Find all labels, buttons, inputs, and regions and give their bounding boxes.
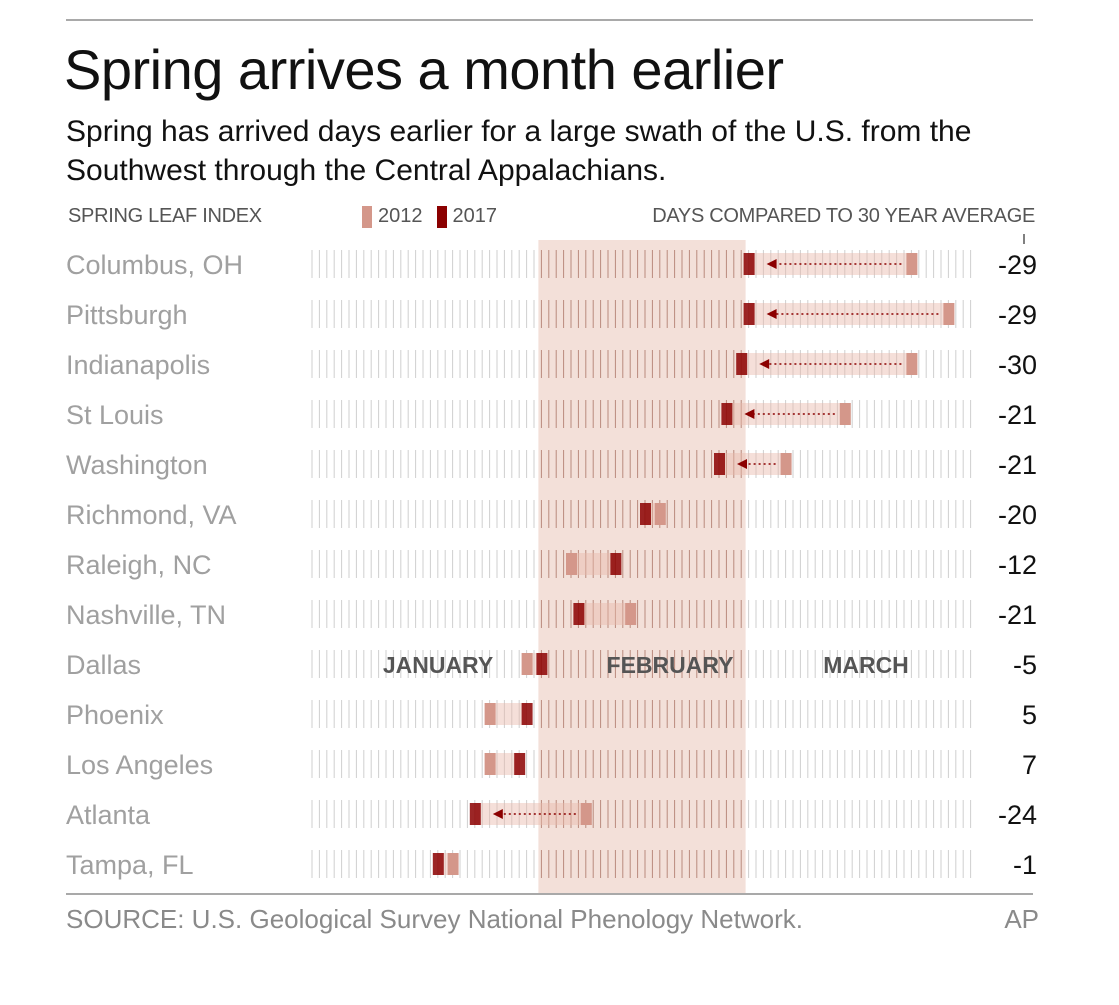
row-anomaly-value: -1	[1013, 850, 1037, 880]
marker-2017	[573, 603, 585, 625]
row-anomaly-value: 7	[1022, 750, 1037, 780]
timeline-row: Columbus, OH -29	[66, 250, 1037, 280]
marker-2017	[736, 353, 748, 375]
marker-2017	[721, 403, 733, 425]
row-city-label: Washington	[66, 450, 208, 480]
timeline-row: St Louis -21	[66, 400, 1037, 430]
timeline-row: Richmond, VA -20	[66, 500, 1037, 530]
row-city-label: Columbus, OH	[66, 250, 243, 280]
row-anomaly-value: -24	[998, 800, 1037, 830]
bottom-rule	[66, 893, 1033, 895]
marker-2017	[640, 503, 651, 525]
row-anomaly-value: -5	[1013, 650, 1037, 680]
row-city-label: Raleigh, NC	[66, 550, 212, 580]
timeline-row: Los Angeles 7	[66, 750, 1037, 780]
marker-2012	[566, 553, 577, 575]
row-city-label: Nashville, TN	[66, 600, 226, 630]
timeline-row: Washington -21	[66, 450, 1037, 480]
row-city-label: Atlanta	[66, 800, 151, 830]
marker-2017	[521, 703, 533, 725]
marker-2017	[610, 553, 622, 575]
arrow-head	[492, 809, 503, 819]
marker-2012	[625, 603, 637, 625]
row-anomaly-value: -21	[998, 600, 1037, 630]
top-rule	[66, 19, 1033, 21]
row-city-label: Indianapolis	[66, 350, 210, 380]
row-anomaly-value: -29	[998, 300, 1037, 330]
marker-2017	[743, 253, 755, 275]
marker-2012	[580, 803, 592, 825]
header-right: DAYS COMPARED TO 30 YEAR AVERAGE	[652, 205, 1035, 227]
row-anomaly-value: -21	[998, 400, 1037, 430]
change-band	[726, 403, 845, 425]
marker-2017	[536, 653, 548, 675]
arrow-head	[766, 309, 777, 319]
timeline-row: Tampa, FL -1	[66, 850, 1037, 880]
change-band	[489, 703, 527, 725]
legend: 2012 2017	[362, 205, 511, 228]
marker-2012	[654, 503, 666, 525]
row-anomaly-value: -21	[998, 450, 1037, 480]
change-band	[748, 303, 949, 325]
change-band	[571, 553, 616, 575]
marker-2012	[484, 703, 496, 725]
row-city-label: St Louis	[66, 400, 164, 430]
marker-2012	[780, 453, 792, 475]
row-city-label: Tampa, FL	[66, 850, 194, 880]
marker-2012	[839, 403, 851, 425]
marker-2012	[521, 653, 533, 675]
month-label: FEBRUARY	[607, 652, 734, 678]
legend-item-2012: 2012	[362, 205, 423, 228]
header-left: SPRING LEAF INDEX	[68, 205, 262, 227]
legend-label-2017: 2017	[452, 205, 498, 227]
change-band	[578, 603, 631, 625]
timeline-row: Indianapolis -30	[66, 350, 1037, 380]
row-city-label: Dallas	[66, 650, 141, 680]
source-note: SOURCE: U.S. Geological Survey National …	[66, 904, 803, 934]
change-band	[489, 753, 520, 775]
row-anomaly-value: -29	[998, 250, 1037, 280]
arrow-head	[759, 359, 770, 369]
arrow-head	[737, 459, 747, 469]
arrow-head	[744, 409, 755, 419]
arrow-head	[766, 259, 777, 269]
marker-2017	[714, 453, 725, 475]
row-city-label: Pittsburgh	[66, 300, 188, 330]
row-anomaly-value: 5	[1022, 700, 1037, 730]
marker-2017	[743, 303, 755, 325]
chart-subtitle: Spring has arrived days earlier for a la…	[66, 115, 972, 187]
timeline-row: Pittsburgh -29	[66, 300, 1037, 330]
legend-item-2017: 2017	[436, 205, 498, 228]
marker-2012	[447, 853, 459, 875]
row-city-label: Richmond, VA	[66, 500, 237, 530]
legend-swatch-2012	[362, 205, 372, 228]
marker-2012	[943, 303, 955, 325]
marker-2017	[514, 753, 526, 775]
legend-swatch-2017	[436, 205, 447, 228]
row-city-label: Los Angeles	[66, 750, 213, 780]
timeline-row: Dallas -5	[66, 650, 1037, 680]
month-label: MARCH	[823, 652, 909, 678]
marker-2017	[432, 853, 444, 875]
row-city-label: Phoenix	[66, 700, 164, 730]
month-label: JANUARY	[383, 652, 493, 678]
marker-2012	[484, 753, 496, 775]
row-anomaly-value: -12	[998, 550, 1037, 580]
credit: AP	[1004, 904, 1039, 934]
change-band	[719, 453, 786, 475]
legend-label-2012: 2012	[378, 205, 423, 227]
chart-title: Spring arrives a month earlier	[64, 38, 784, 101]
timeline-row: Atlanta -24	[66, 800, 1037, 830]
row-anomaly-value: -20	[998, 500, 1037, 530]
marker-2017	[469, 803, 481, 825]
timeline-row: Nashville, TN -21	[66, 600, 1037, 630]
row-anomaly-value: -30	[998, 350, 1037, 380]
marker-2012	[906, 353, 918, 375]
timeline-row: Raleigh, NC -12	[66, 550, 1037, 580]
timeline-row: Phoenix 5	[66, 700, 1037, 730]
marker-2012	[906, 253, 918, 275]
